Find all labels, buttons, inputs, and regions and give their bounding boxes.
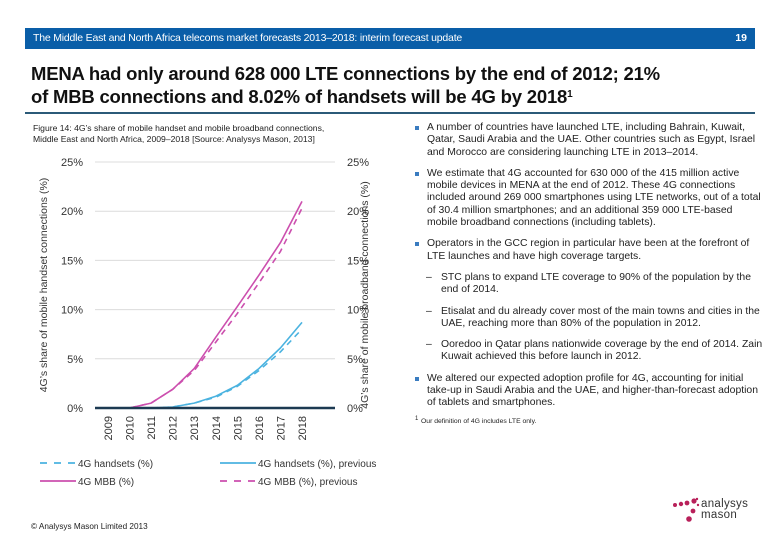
x-tick-label: 2011 [146, 416, 158, 440]
legend-label: 4G handsets (%), previous [258, 459, 376, 470]
legend-label: 4G MBB (%) [78, 477, 134, 488]
sub-bullet-text: STC plans to expand LTE coverage to 90% … [441, 271, 751, 296]
y-tick-label-left: 15% [61, 255, 83, 267]
bullet-list: A number of countries have launched LTE,… [415, 122, 765, 426]
logo-text: analysys mason [701, 498, 749, 521]
bullet-item: We altered our expected adoption profile… [415, 373, 765, 410]
bullet-text: We altered our expected adoption profile… [427, 372, 758, 409]
legend: 4G handsets (%) 4G handsets (%), previous… [40, 459, 376, 488]
figure-caption-line-1: Figure 14: 4G’s share of mobile handset … [33, 123, 325, 133]
bullet-square-icon [415, 126, 419, 130]
bullet-square-icon [415, 376, 419, 381]
logo-dots-icon [673, 497, 700, 522]
gridlines [95, 161, 335, 360]
x-tick-label: 2010 [125, 416, 137, 440]
line-chart: 0% 0% 5% 5% 10% 10% 15% 15% 20% 20% 25% 25% 2009 2010… [38, 157, 376, 488]
sub-bullet-text: Ooredoo in Qatar plans nationwide covera… [441, 339, 763, 363]
y-tick-label-left: 0% [67, 403, 83, 415]
dash-icon: – [426, 305, 432, 317]
bullet-square-icon [415, 171, 419, 176]
bullet-square-icon [415, 242, 419, 247]
tick-labels: 0% 0% 5% 5% 10% 10% 15% 15% 20% 20% 25% 25% 2009 2010… [61, 157, 369, 440]
report-title: The Middle East and North Africa telecom… [33, 32, 463, 44]
y-tick-label-left: 20% [61, 206, 83, 218]
series-line-4g-mbb-previous [108, 207, 303, 409]
bullet-item: A number of countries have launched LTE,… [415, 122, 765, 159]
analysys-mason-logo: analysys mason [672, 496, 762, 532]
x-tick-label: 2012 [168, 416, 180, 440]
sub-bullet-text: Etisalat and du already cover most of th… [441, 305, 760, 329]
x-tick-label: 2015 [232, 416, 244, 440]
bullet-text: Operators in the GCC region in particula… [427, 238, 750, 262]
legend-label: 4G MBB (%), previous [258, 477, 357, 488]
dash-icon: – [426, 339, 432, 351]
bullet-item: Operators in the GCC region in particula… [415, 238, 765, 263]
bullet-text: We estimate that 4G accounted for 630 00… [427, 167, 761, 229]
slide-title-line-2: of MBB connections and 8.02% of handsets… [31, 86, 568, 107]
logo-line-2: mason [701, 509, 738, 521]
dash-icon: – [426, 271, 432, 283]
footnote-reference: 1 [567, 89, 573, 100]
footnote-text: Our definition of 4G includes LTE only. [421, 417, 537, 425]
y-tick-label-right: 10% [347, 305, 369, 317]
footnote-mark: 1 [415, 415, 419, 422]
series-lines [107, 201, 303, 409]
y-axis-label-right: 4G’s share of mobile broadband connectio… [359, 181, 371, 408]
series-line-4g-mbb [108, 201, 303, 409]
slide-title: MENA had only around 628 000 LTE connect… [31, 62, 761, 108]
x-tick-label: 2016 [254, 416, 266, 440]
y-tick-label-left: 10% [61, 305, 83, 317]
sub-bullet-item: – STC plans to expand LTE coverage to 90%… [415, 272, 765, 297]
x-tick-label: 2013 [189, 416, 201, 440]
legend-label: 4G handsets (%) [78, 459, 153, 470]
title-divider [25, 112, 755, 114]
y-tick-label-right: 5% [347, 354, 363, 366]
y-tick-label-right: 15% [347, 255, 369, 267]
y-tick-label-left: 25% [61, 157, 83, 169]
x-tick-label: 2014 [211, 416, 223, 440]
x-tick-label: 2018 [297, 416, 309, 440]
figure-caption-line-2: Middle East and North Africa, 2009–2018 … [33, 134, 315, 144]
series-line-4g-handsets [108, 328, 303, 409]
sub-bullet-item: – Ooredoo in Qatar plans nationwide cover… [415, 339, 765, 364]
y-tick-label-right: 25% [347, 157, 369, 169]
slide-title-line-1: MENA had only around 628 000 LTE connect… [31, 63, 660, 84]
copyright-notice: © Analysys Mason Limited 2013 [31, 522, 148, 531]
x-tick-label: 2017 [275, 416, 287, 440]
x-tick-label: 2009 [103, 416, 115, 440]
page-number: 19 [735, 32, 747, 44]
sub-bullet-item: – Etisalat and du already cover most of t… [415, 306, 765, 331]
series-line-4g-handsets-previous [108, 321, 303, 409]
y-tick-label-left: 5% [67, 354, 83, 366]
bullet-item: We estimate that 4G accounted for 630 00… [415, 168, 765, 229]
y-tick-label-right: 0% [347, 403, 363, 415]
logo-line-1: analysys [701, 498, 749, 510]
bullet-text: A number of countries have launched LTE,… [427, 122, 756, 158]
header-bar: The Middle East and North Africa telecom… [25, 28, 755, 49]
y-axis-label-left: 4G’s share of mobile handset connections… [38, 178, 50, 393]
footnote: 1 Our definition of 4G includes LTE only. [415, 415, 765, 426]
figure-caption: Figure 14: 4G’s share of mobile handset … [33, 123, 378, 145]
y-tick-label-right: 20% [347, 206, 369, 218]
